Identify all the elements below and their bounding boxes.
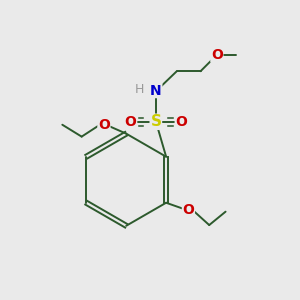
Text: O: O [182,203,194,217]
Text: O: O [98,118,110,132]
Text: S: S [150,114,161,129]
Text: N: N [150,84,162,98]
Text: O: O [175,115,187,129]
Text: O: O [125,115,136,129]
Text: H: H [135,82,144,96]
Text: O: O [211,48,223,62]
